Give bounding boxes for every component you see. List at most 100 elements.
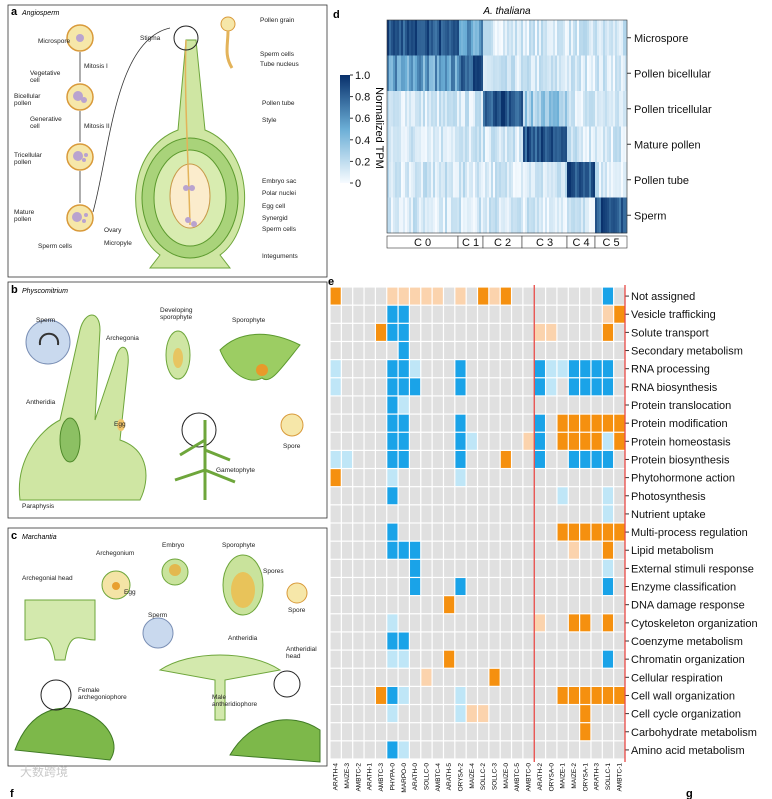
grid-cell: [557, 414, 568, 432]
grid-cell: [455, 487, 466, 505]
label: Sperm cells: [38, 243, 73, 250]
grid-cell: [534, 705, 545, 723]
heat-cell: [571, 55, 574, 92]
heat-cell: [527, 162, 530, 198]
grid-cell: [546, 686, 557, 704]
heat-cell: [443, 20, 446, 56]
heat-cell: [613, 91, 616, 127]
heat-cell: [493, 55, 496, 92]
heat-cell: [479, 91, 482, 127]
grid-cell: [398, 450, 409, 468]
heat-cell: [491, 162, 494, 198]
heat-cell: [429, 126, 432, 163]
heat-cell: [465, 91, 468, 127]
heat-cell: [549, 20, 552, 56]
grid-cell: [398, 305, 409, 323]
heat-cell: [501, 91, 504, 127]
heat-cell: [585, 197, 588, 234]
grid-cell: [580, 614, 591, 632]
heat-cell: [571, 197, 574, 234]
heat-cell: [481, 20, 484, 56]
grid-cell: [432, 360, 443, 378]
grid-cell: [489, 505, 500, 523]
grid-cell: [523, 378, 534, 396]
grid-cell: [534, 432, 545, 450]
heat-cell: [515, 55, 518, 92]
grid-cell: [557, 432, 568, 450]
heat-cell: [573, 20, 576, 56]
grid-cell: [614, 469, 625, 487]
grid-cell: [353, 741, 364, 759]
heat-cell: [437, 126, 440, 163]
grid-cell: [534, 469, 545, 487]
column-label: AMBTC-1: [616, 763, 623, 792]
heat-cell: [625, 126, 628, 163]
heat-cell: [419, 91, 422, 127]
label: Developing: [160, 307, 193, 314]
grid-cell: [330, 578, 341, 596]
grid-cell: [546, 287, 557, 305]
heat-cell: [541, 197, 544, 234]
heat-cell: [585, 162, 588, 198]
grid-cell: [466, 705, 477, 723]
heat-cell: [391, 55, 394, 92]
grid-cell: [523, 668, 534, 686]
heat-cell: [497, 162, 500, 198]
grid-cell: [398, 596, 409, 614]
heat-cell: [523, 197, 526, 234]
column-label: ORYSA-1: [582, 763, 589, 792]
grid-cell: [341, 650, 353, 668]
grid-cell: [455, 614, 466, 632]
heat-cell: [433, 55, 436, 92]
heat-cell: [451, 20, 454, 56]
grid-cell: [557, 450, 568, 468]
heat-cell: [565, 91, 568, 127]
heat-cell: [529, 20, 532, 56]
grid-cell: [602, 305, 614, 323]
grid-cell: [444, 741, 455, 759]
heat-cell: [593, 55, 596, 92]
grid-cell: [478, 668, 489, 686]
heat-cell: [447, 55, 450, 92]
grid-cell: [353, 705, 364, 723]
heat-cell: [543, 197, 546, 234]
grid-cell: [353, 596, 364, 614]
grid-cell: [591, 342, 602, 360]
heat-cell: [525, 197, 528, 234]
grid-cell: [341, 342, 353, 360]
grid-cell: [489, 305, 500, 323]
grid-cell: [602, 323, 614, 341]
grid-cell: [375, 559, 387, 577]
grid-cell: [591, 632, 602, 650]
heat-cell: [439, 20, 442, 56]
grid-cell: [341, 723, 353, 741]
heat-cell: [499, 20, 502, 56]
grid-cell: [557, 360, 568, 378]
grid-cell: [489, 323, 500, 341]
heat-cell: [565, 20, 568, 56]
heat-cell: [449, 197, 452, 234]
grid-cell: [375, 632, 387, 650]
heat-cell: [611, 126, 614, 163]
grid-cell: [432, 505, 443, 523]
grid-cell: [364, 450, 375, 468]
label: Style: [262, 117, 277, 124]
heat-cell: [481, 162, 484, 198]
grid-cell: [523, 741, 534, 759]
heat-cell: [507, 55, 510, 92]
grid-cell: [410, 578, 421, 596]
grid-cell: [353, 650, 364, 668]
grid-cell: [546, 723, 557, 741]
heat-cell: [523, 91, 526, 127]
grid-cell: [421, 705, 432, 723]
grid-cell: [341, 414, 353, 432]
heat-cell: [493, 197, 496, 234]
grid-cell: [489, 469, 500, 487]
grid-cell: [568, 723, 580, 741]
grid-cell: [557, 559, 568, 577]
heat-cell: [607, 91, 610, 127]
row-label: Cellular respiration: [631, 672, 723, 684]
grid-cell: [500, 650, 511, 668]
grid-cell: [432, 323, 443, 341]
grid-cell: [523, 541, 534, 559]
